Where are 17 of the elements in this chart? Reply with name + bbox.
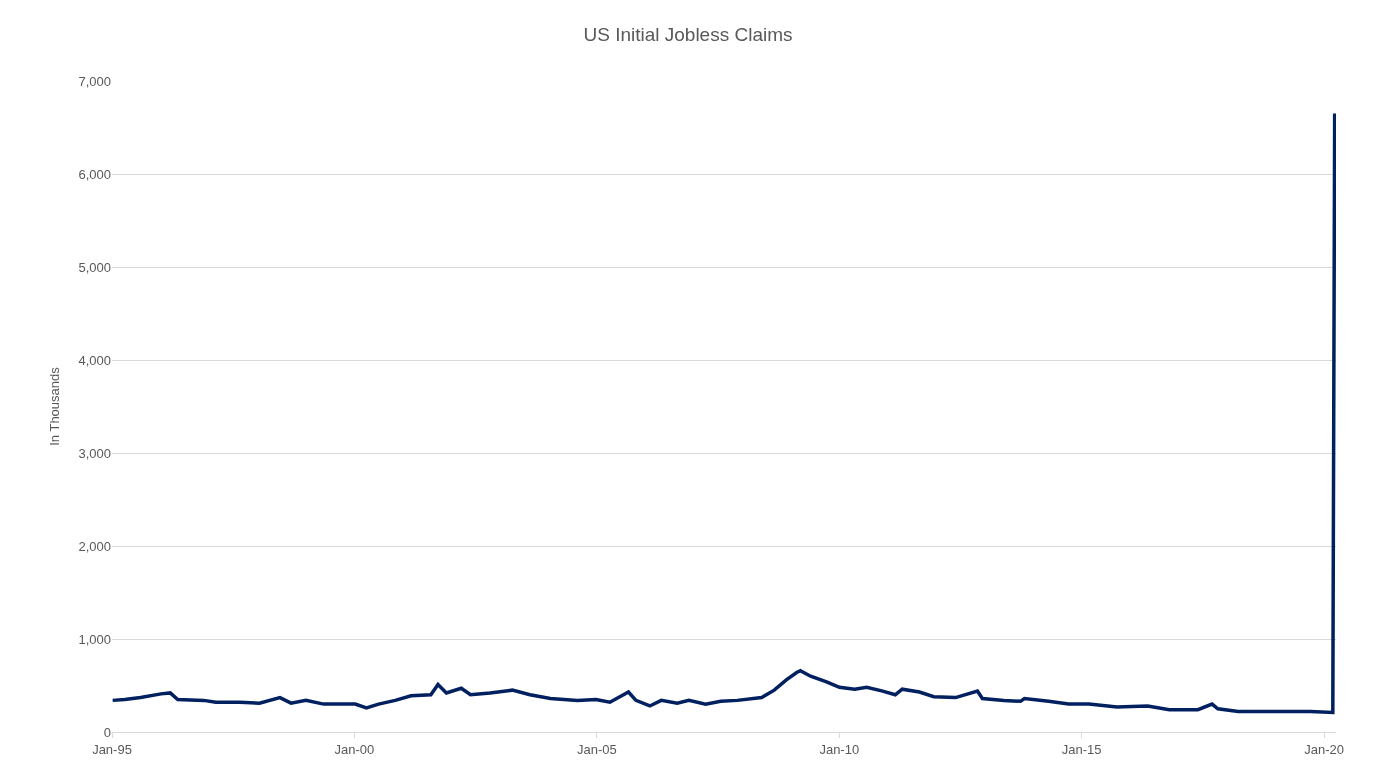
chart-title: US Initial Jobless Claims [583,24,793,46]
x-tick-label: Jan-05 [577,741,617,757]
y-tick-label: 7,000 [78,73,111,89]
y-tick-label: 1,000 [78,631,111,647]
line-series [112,111,1336,715]
y-tick-label: 4,000 [78,352,111,368]
x-tick-label: Jan-15 [1061,741,1102,757]
y-tick-label: 5,000 [78,259,111,275]
y-tick-label: 2,000 [78,538,111,554]
y-tick-label: 6,000 [78,166,111,182]
x-tick-label: Jan-95 [92,741,132,757]
y-axis-title: In Thousands [47,366,63,446]
y-tick-label: 0 [103,724,111,740]
x-tick-label: Jan-10 [819,741,860,757]
x-tick-label: Jan-00 [334,741,375,757]
y-tick-label: 3,000 [78,445,111,461]
x-tick-label: Jan-20 [1304,741,1344,757]
